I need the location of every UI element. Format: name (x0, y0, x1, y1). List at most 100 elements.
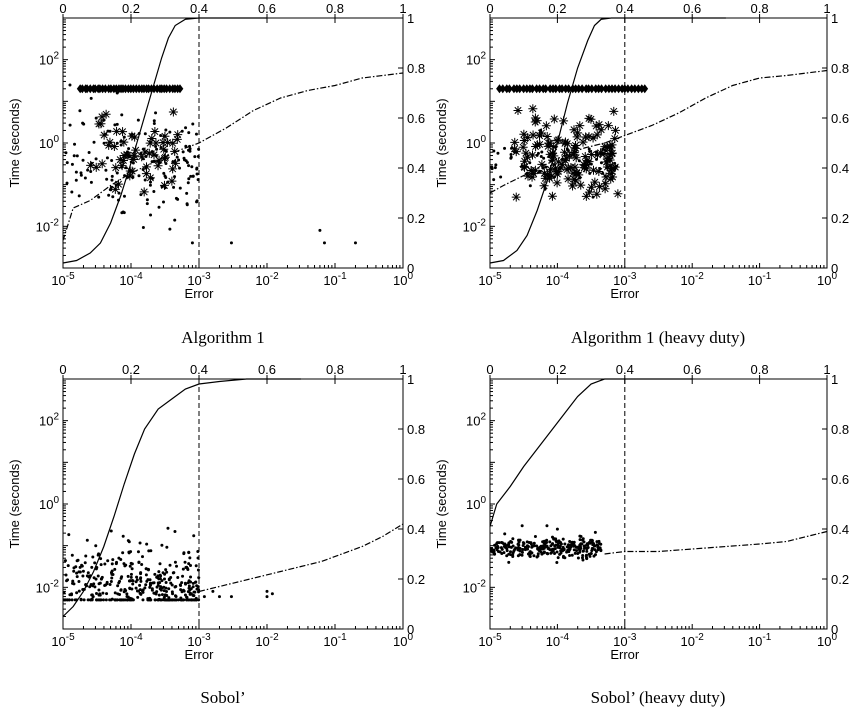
data-point (509, 153, 513, 157)
diamond-series (76, 84, 184, 94)
right-tick-label: 0.4 (831, 522, 849, 537)
data-point (518, 538, 522, 542)
right-tick-label: 0.2 (407, 211, 425, 226)
data-point (167, 587, 171, 591)
data-point (77, 194, 81, 198)
data-point (162, 595, 166, 599)
data-point (110, 159, 114, 163)
data-point (174, 595, 178, 599)
star-point (607, 140, 617, 150)
data-point (81, 158, 85, 162)
star-point (144, 148, 154, 158)
star-point (129, 151, 139, 161)
x-tick-label: 100 (393, 632, 413, 649)
data-point (155, 590, 159, 594)
dot-series (489, 524, 603, 564)
star-point (112, 126, 122, 136)
y-tick-label: 100 (466, 134, 486, 151)
data-point (168, 598, 172, 602)
plot-frame (62, 378, 404, 630)
top-tick-label: 1 (823, 362, 830, 377)
data-point (114, 562, 118, 566)
data-point (128, 587, 132, 591)
data-point (65, 598, 69, 602)
data-point (145, 542, 149, 546)
data-point (160, 543, 164, 547)
data-point (92, 582, 96, 586)
data-point (121, 551, 125, 555)
y-axis-label: Time (seconds) (434, 98, 449, 187)
right-tick-label: 0 (407, 261, 414, 276)
data-point (113, 591, 117, 595)
data-point (96, 574, 100, 578)
data-point (185, 595, 189, 599)
data-point (521, 541, 525, 545)
data-point (109, 580, 113, 584)
data-point (115, 122, 119, 126)
data-point (183, 560, 187, 564)
panel-algorithm-1-heavy-duty: 10-5 10-4 10-3 10-2 10-1 100 10-2 100 102 0 0.2 0.4… (434, 1, 849, 347)
top-tick-label: 0.8 (326, 362, 344, 377)
data-point (599, 542, 603, 546)
star-point (563, 163, 573, 173)
data-point (152, 121, 156, 125)
star-point (545, 149, 555, 159)
y-axis-label: Time (seconds) (7, 98, 22, 187)
data-point (553, 552, 557, 556)
x-axis-label: Error (610, 647, 640, 662)
data-point (110, 562, 114, 566)
data-point (192, 594, 196, 598)
data-point (576, 556, 580, 560)
data-point (105, 582, 109, 586)
star-point (609, 106, 619, 116)
data-point (561, 555, 565, 559)
data-point (533, 535, 537, 539)
data-point (89, 583, 93, 587)
star-point (571, 176, 581, 186)
star-point (127, 131, 137, 141)
data-point (126, 595, 130, 599)
right-tick-label: 0.6 (831, 472, 849, 487)
star-point (588, 165, 598, 175)
data-point (67, 533, 71, 537)
data-point (70, 162, 74, 166)
star-point (569, 125, 579, 135)
data-point (149, 213, 153, 217)
data-point (542, 539, 546, 543)
star-point (586, 182, 596, 192)
data-point (520, 553, 524, 557)
star-point (105, 137, 115, 147)
star-point (545, 173, 555, 183)
star-point (601, 172, 611, 182)
data-point (502, 542, 506, 546)
data-point (192, 534, 196, 538)
star-point (149, 150, 159, 160)
data-point (125, 592, 129, 596)
data-point (492, 178, 496, 182)
star-point (581, 191, 591, 201)
star-point (99, 130, 109, 140)
data-point (582, 546, 586, 550)
data-point (65, 181, 69, 185)
star-point (115, 155, 125, 165)
data-point (195, 166, 199, 170)
star-point (606, 169, 616, 179)
data-point (557, 539, 561, 543)
data-point (153, 598, 157, 602)
data-point (489, 548, 493, 552)
data-point (592, 542, 596, 546)
y-tick-label: 102 (39, 412, 59, 429)
data-point (139, 571, 143, 575)
star-point (549, 114, 559, 124)
data-point (194, 580, 198, 584)
data-point (586, 543, 590, 547)
data-point (196, 178, 200, 182)
top-tick-label: 0.6 (258, 1, 276, 16)
top-tick-label: 0.4 (616, 362, 634, 377)
data-point (70, 598, 74, 602)
data-point (81, 121, 85, 125)
data-point (105, 156, 109, 160)
star-point (602, 142, 612, 152)
data-point (179, 588, 183, 592)
top-tick-label: 0.6 (683, 362, 701, 377)
